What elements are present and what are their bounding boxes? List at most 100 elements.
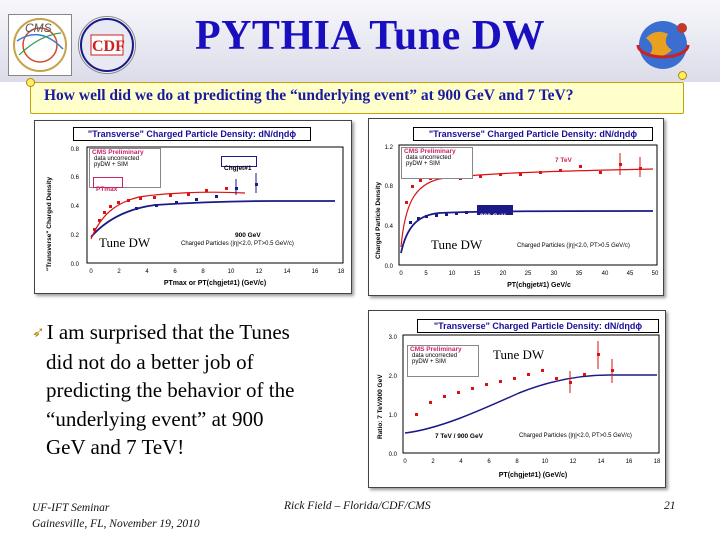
data-point	[499, 173, 502, 176]
plot-2-energy-900gev: 900 GeV	[480, 213, 506, 220]
data-point	[155, 204, 158, 207]
plot-1-ylabel: "Transverse" Charged Density	[46, 177, 53, 271]
x-tick: 40	[602, 271, 609, 277]
x-tick: 16	[626, 459, 633, 465]
data-point	[425, 215, 428, 218]
plot-3-svg: 0.0 1.0 2.0 3.0 0 2 4 6 8 10 12 14 16 18…	[377, 334, 661, 479]
plot-2-points-blue	[409, 211, 468, 224]
plot-1-chgjet-box: Chgjet#1	[221, 156, 257, 172]
data-point	[465, 211, 468, 214]
x-tick: 2	[117, 269, 121, 275]
data-point	[195, 198, 198, 201]
plot-2-900gev-box: 900 GeV	[477, 205, 513, 220]
x-tick: 10	[449, 271, 456, 277]
footer-left: UF-IFT Seminar Gainesville, FL, November…	[32, 500, 200, 532]
plot-1-title: "Transverse" Charged Particle Density: d…	[73, 127, 311, 141]
data-point	[187, 193, 190, 196]
plot-2-energy-7tev: 7 TeV	[555, 157, 572, 164]
legend-sim-line: pyDW + SIM	[94, 162, 128, 168]
cdf-logo-icon	[80, 18, 134, 72]
data-point	[513, 377, 516, 380]
x-tick: 18	[338, 269, 345, 275]
data-point	[93, 228, 96, 231]
y-tick: 0.6	[71, 175, 80, 181]
x-tick: 12	[570, 459, 577, 465]
x-tick: 2	[431, 459, 435, 465]
x-tick: 12	[256, 269, 263, 275]
data-point	[599, 171, 602, 174]
data-point	[409, 221, 412, 224]
footer-seminar: UF-IFT Seminar	[32, 502, 110, 514]
x-tick: 25	[525, 271, 532, 277]
y-tick: 0.4	[385, 224, 394, 230]
data-point	[411, 185, 414, 188]
cms-logo: CMS	[8, 14, 72, 76]
plot-2-frame: 0.0 0.4 0.8 1.2 0 5 10 15 20 25 30 35 40…	[368, 118, 664, 296]
data-point	[103, 211, 106, 214]
data-point	[419, 179, 422, 182]
data-point	[471, 387, 474, 390]
plot-3-ratio-label: 7 TeV / 900 GeV	[435, 433, 483, 440]
plot-3-tune-label: Tune DW	[493, 347, 545, 362]
question-text: How well did we do at predicting the “un…	[44, 87, 574, 104]
data-point	[135, 207, 138, 210]
y-tick: 0.2	[71, 233, 80, 239]
y-tick: 1.0	[389, 413, 398, 419]
data-point	[479, 175, 482, 178]
x-tick: 0	[399, 271, 403, 277]
data-point	[485, 383, 488, 386]
plot-1-ptmax-box: PTmax	[93, 177, 123, 193]
bullet-line-1: ➶I am surprised that the Tunes	[32, 318, 362, 348]
data-point	[405, 201, 408, 204]
bullet-paragraph: ➶I am surprised that the Tunes did not d…	[32, 318, 362, 462]
data-point	[417, 217, 420, 220]
data-point	[98, 219, 101, 222]
plot-2-ylabel: Charged Particle Density	[375, 182, 382, 259]
globe-icon	[636, 21, 690, 69]
plot-2-tune-label: Tune DW	[431, 237, 483, 252]
plot-3-points-red	[415, 341, 614, 416]
data-point	[539, 171, 542, 174]
x-tick: 35	[576, 271, 583, 277]
data-point	[205, 189, 208, 192]
plot-2-legend: CMS Preliminary data uncorrected pyDW + …	[401, 147, 473, 179]
plot-2-cuts: Charged Particles (|η|<2.0, PT>0.5 GeV/c…	[517, 243, 630, 249]
plot-1-tune-label: Tune DW	[99, 235, 151, 250]
data-point	[215, 195, 218, 198]
data-point	[445, 213, 448, 216]
x-tick: 4	[459, 459, 463, 465]
x-tick: 4	[145, 269, 149, 275]
legend-data-line: data uncorrected	[94, 156, 140, 162]
y-tick: 0.0	[385, 264, 394, 270]
cdf-logo-text: CDF	[92, 38, 125, 55]
plot-3-title: "Transverse" Charged Particle Density: d…	[417, 319, 659, 333]
data-point	[559, 169, 562, 172]
data-point	[435, 214, 438, 217]
data-point	[443, 395, 446, 398]
plot-1-cuts: Charged Particles (|η|<2.0, PT>0.5 GeV/c…	[181, 241, 294, 247]
plot-1-xlabel: PTmax or PT(chgjet#1) (GeV/c)	[164, 280, 266, 287]
x-tick: 6	[173, 269, 177, 275]
bullet-line-5: GeV and 7 TeV!	[46, 435, 185, 459]
slide-title: PYTHIA Tune DW	[194, 13, 546, 59]
data-point	[429, 401, 432, 404]
data-point	[583, 373, 586, 376]
x-tick: 14	[284, 269, 291, 275]
plot-3-legend: CMS Preliminary data uncorrected pyDW + …	[407, 345, 479, 377]
data-point	[127, 199, 130, 202]
scroll-ornament-left	[26, 78, 35, 87]
data-point	[225, 187, 228, 190]
plot-1-energy: 900 GeV	[235, 232, 261, 239]
x-tick: 5	[424, 271, 428, 277]
data-point	[109, 205, 112, 208]
plot-2-xlabel: PT(chgjet#1) GeV/c	[507, 282, 571, 289]
x-tick: 50	[652, 271, 659, 277]
x-tick: 10	[228, 269, 235, 275]
legend-sim-line: pyDW + SIM	[412, 359, 446, 365]
y-tick: 0.8	[71, 147, 80, 153]
cms-preliminary-label: CMS Preliminary	[410, 346, 462, 353]
bullet-arrow-icon: ➶	[32, 325, 45, 341]
data-point	[457, 391, 460, 394]
plot-3-curve-ratio	[404, 374, 657, 434]
y-tick: 0.0	[389, 452, 398, 458]
